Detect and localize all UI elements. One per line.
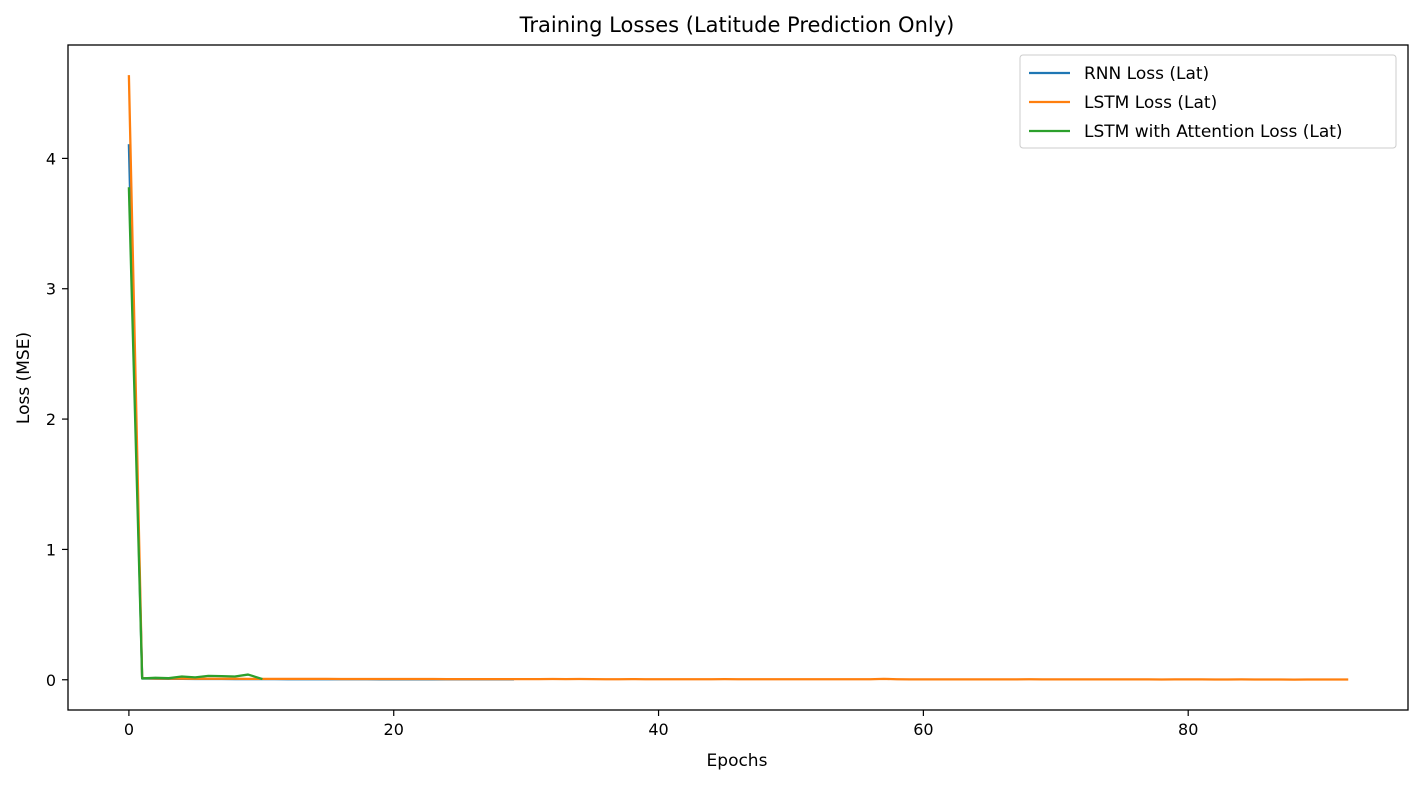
y-tick-label-3: 3 [46, 280, 56, 299]
y-axis-ticks: 0 1 2 3 4 [46, 149, 68, 690]
x-axis-label: Epochs [707, 751, 768, 771]
legend-label-2: LSTM with Attention Loss (Lat) [1084, 122, 1343, 142]
legend-label-0: RNN Loss (Lat) [1084, 64, 1209, 84]
legend-box [1019, 54, 1397, 149]
chart-title: Training Losses (Latitude Prediction Onl… [519, 13, 955, 37]
legend-label-1: LSTM Loss (Lat) [1084, 93, 1217, 113]
series-line-0 [127, 144, 515, 681]
x-tick-label-4: 80 [1178, 720, 1198, 739]
y-tick-label-4: 4 [46, 149, 56, 168]
axes-frame [67, 44, 1409, 711]
y-tick-label-1: 1 [46, 540, 56, 559]
x-tick-label-0: 0 [124, 720, 134, 739]
x-tick-label-2: 40 [648, 720, 668, 739]
x-tick-label-1: 20 [384, 720, 404, 739]
x-tick-label-3: 60 [913, 720, 933, 739]
series-line-2 [127, 187, 263, 681]
series-line-1 [127, 75, 1349, 681]
y-axis-label: Loss (MSE) [14, 332, 34, 424]
legend: RNN Loss (Lat) LSTM Loss (Lat) LSTM with A… [1019, 54, 1397, 149]
y-tick-label-0: 0 [46, 671, 56, 690]
y-tick-label-2: 2 [46, 410, 56, 429]
x-axis-ticks: 0 20 40 60 80 [124, 710, 1198, 739]
plot-lines [127, 75, 1349, 681]
